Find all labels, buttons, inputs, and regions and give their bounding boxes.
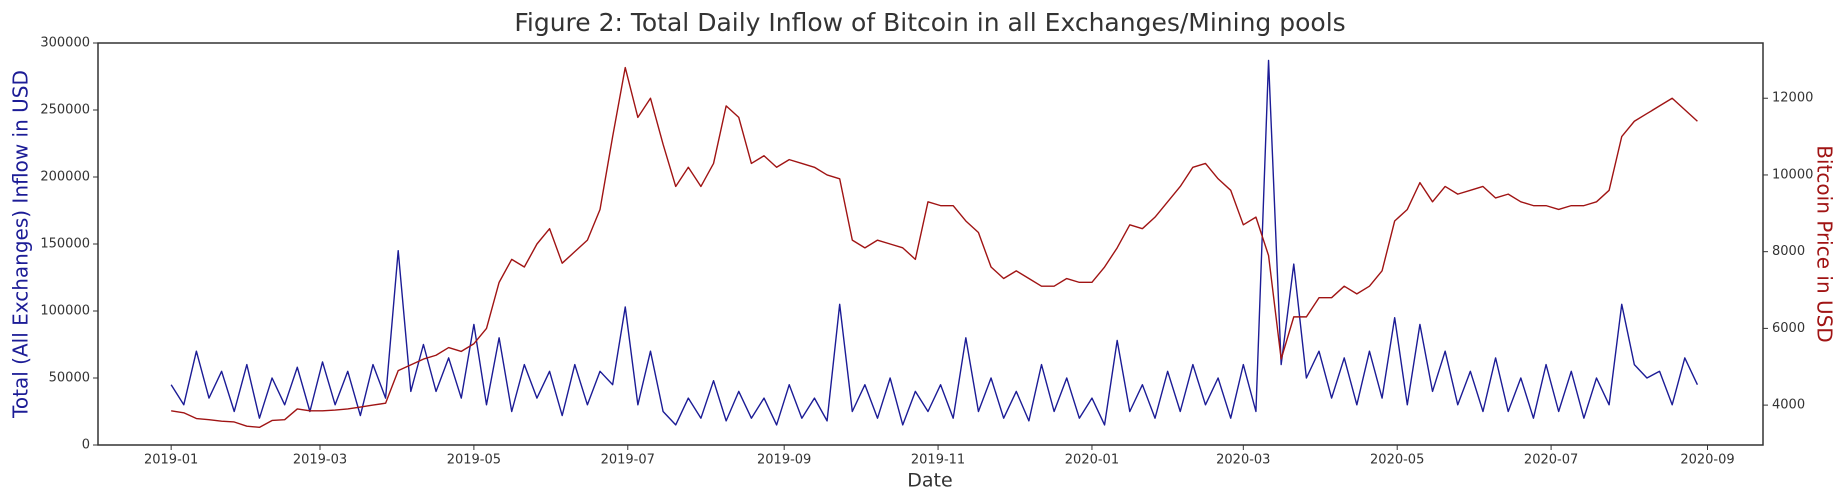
- y-tick-label: 150000: [40, 237, 90, 252]
- y2-tick-label: 8000: [1772, 244, 1805, 259]
- x-tick-label: 2020-07: [1524, 453, 1578, 468]
- y-tick-label: 250000: [40, 103, 90, 118]
- x-tick-label: 2019-07: [601, 453, 655, 468]
- x-tick-label: 2020-03: [1216, 453, 1270, 468]
- x-tick-label: 2020-01: [1065, 453, 1119, 468]
- x-tick-label: 2019-11: [911, 453, 965, 468]
- x-tick-label: 2019-01: [144, 453, 198, 468]
- y-tick-label: 50000: [49, 371, 90, 386]
- plot-frame: [97, 42, 1764, 446]
- y-axis-label: Total (All Exchanges) Inflow in USD: [9, 70, 33, 419]
- y2-tick-label: 4000: [1772, 398, 1805, 413]
- x-tick-label: 2019-03: [293, 453, 347, 468]
- y-tick-label: 100000: [40, 304, 90, 319]
- chart-title: Figure 2: Total Daily Inflow of Bitcoin …: [514, 8, 1345, 37]
- x-tick-label: 2020-09: [1680, 453, 1734, 468]
- y-tick-label: 200000: [40, 170, 90, 185]
- line-series: [171, 66, 1698, 429]
- x-tick-label: 2020-05: [1370, 453, 1424, 468]
- y2-axis-label: Bitcoin Price in USD: [1813, 145, 1837, 342]
- line-series: [170, 59, 1699, 426]
- y-tick-label: 300000: [40, 36, 90, 51]
- x-axis-label: Date: [907, 470, 952, 492]
- y2-tick-label: 10000: [1772, 167, 1813, 182]
- x-tick-label: 2019-05: [447, 453, 501, 468]
- y-tick-label: 0: [82, 438, 90, 453]
- y2-tick-label: 6000: [1772, 321, 1805, 336]
- x-tick-label: 2019-09: [757, 453, 811, 468]
- y2-tick-label: 12000: [1772, 91, 1813, 106]
